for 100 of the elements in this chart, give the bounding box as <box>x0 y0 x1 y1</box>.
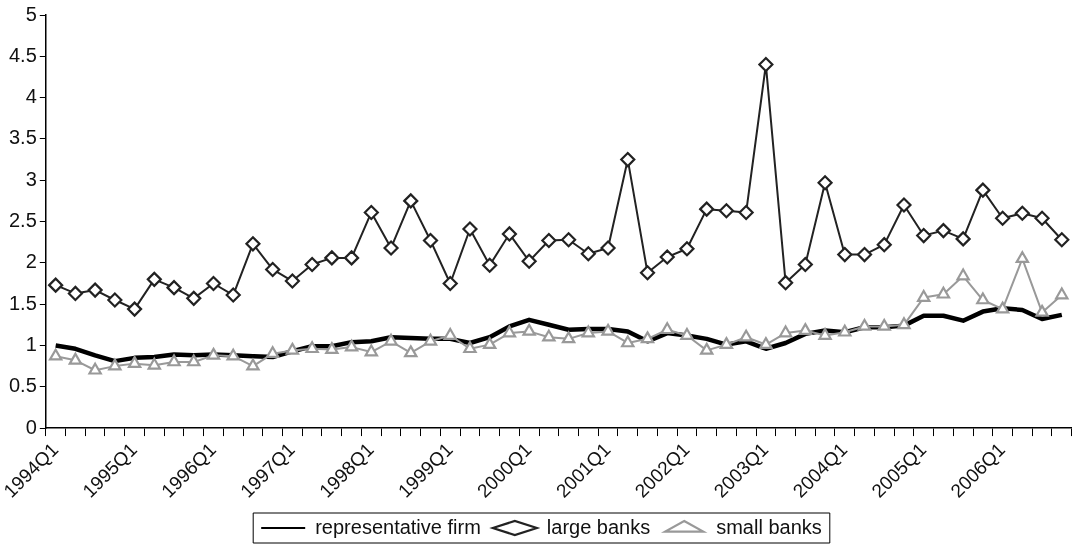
y-tick-label: 3 <box>25 167 37 190</box>
point <box>403 193 419 209</box>
point <box>167 354 181 367</box>
point <box>956 268 970 281</box>
point <box>620 151 636 168</box>
point <box>680 327 694 340</box>
point <box>640 331 655 344</box>
point <box>325 341 339 354</box>
point <box>719 337 734 349</box>
point <box>699 201 715 217</box>
point <box>818 327 832 340</box>
point <box>107 292 123 308</box>
point <box>423 333 438 346</box>
point <box>363 204 379 221</box>
y-tick-label: 3.5 <box>8 126 37 149</box>
point <box>639 265 656 281</box>
point <box>995 301 1010 314</box>
point <box>797 256 813 273</box>
point <box>778 275 794 291</box>
point <box>127 356 142 368</box>
point <box>561 232 577 248</box>
point <box>975 182 991 198</box>
point <box>48 348 63 361</box>
point <box>226 348 240 361</box>
point <box>838 324 852 337</box>
point <box>67 285 83 302</box>
y-tick-label: 4 <box>25 85 37 108</box>
point <box>265 261 281 278</box>
point <box>324 250 340 266</box>
point <box>541 232 557 249</box>
point <box>718 203 735 219</box>
point <box>817 175 833 191</box>
point <box>1014 205 1030 221</box>
point <box>600 240 616 256</box>
point <box>877 318 891 331</box>
point <box>857 318 872 331</box>
point <box>778 325 793 338</box>
point <box>126 301 143 317</box>
y-tick-label: 0.5 <box>8 374 37 397</box>
y-tick-label: 0 <box>25 415 37 438</box>
point <box>344 339 359 352</box>
point <box>660 322 674 335</box>
point <box>1055 287 1069 300</box>
point <box>305 341 319 354</box>
point <box>146 271 162 287</box>
point <box>1034 210 1050 226</box>
point <box>916 227 932 244</box>
point <box>443 327 457 340</box>
point <box>442 275 458 292</box>
point <box>837 246 853 263</box>
point <box>798 322 813 335</box>
point <box>561 331 576 344</box>
point <box>976 292 990 305</box>
point <box>916 289 931 302</box>
point <box>935 223 952 239</box>
legend-label: small banks <box>716 515 822 538</box>
point <box>601 323 615 336</box>
point <box>679 241 695 257</box>
point <box>304 256 320 273</box>
point <box>699 342 714 355</box>
point <box>246 358 260 371</box>
point <box>68 352 83 365</box>
y-tick-label: 1.5 <box>8 291 37 314</box>
point <box>897 317 911 330</box>
point <box>1054 232 1070 248</box>
point <box>265 346 280 359</box>
point <box>285 342 300 355</box>
point <box>384 333 398 346</box>
point <box>995 210 1011 226</box>
point <box>187 354 201 367</box>
point <box>659 249 675 265</box>
point <box>206 347 221 360</box>
point <box>521 253 537 269</box>
point <box>955 231 971 247</box>
legend-label: large banks <box>546 515 651 538</box>
point <box>48 277 64 293</box>
point <box>522 323 536 336</box>
point <box>856 246 873 263</box>
point <box>205 275 222 292</box>
y-tick-label: 1 <box>25 332 37 355</box>
point <box>876 237 892 253</box>
point <box>482 337 497 349</box>
point <box>896 197 912 213</box>
point <box>284 273 300 289</box>
y-tick-label: 2.5 <box>8 209 37 232</box>
point <box>501 226 518 242</box>
point <box>1015 251 1030 264</box>
point <box>225 287 241 303</box>
point <box>166 280 182 296</box>
point <box>463 341 477 354</box>
point <box>364 344 379 357</box>
y-tick-label: 4.5 <box>8 43 37 66</box>
y-tick-label: 5 <box>25 2 37 25</box>
point <box>108 358 122 371</box>
y-tick-label: 2 <box>25 250 37 273</box>
point <box>542 329 556 342</box>
point <box>502 325 517 338</box>
point <box>245 236 261 252</box>
point <box>482 257 498 273</box>
point <box>88 362 102 375</box>
